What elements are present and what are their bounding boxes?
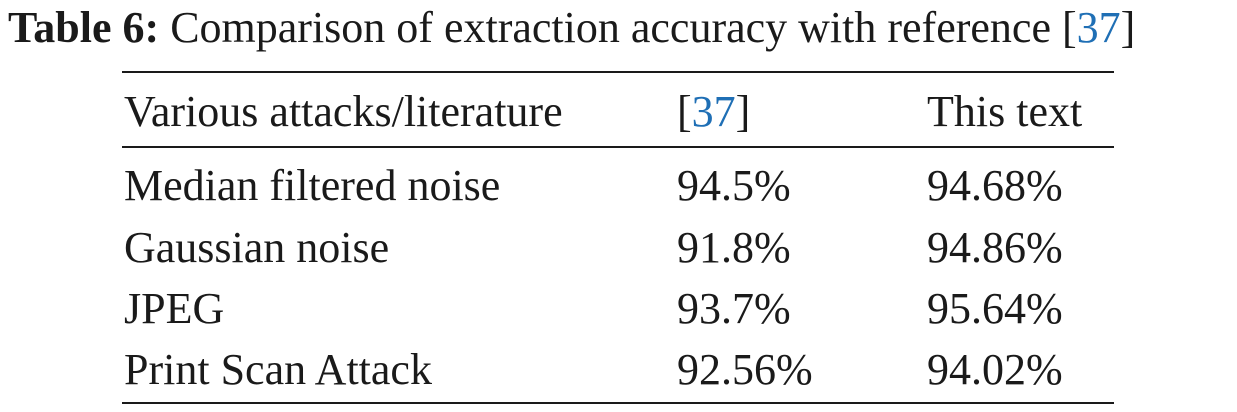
row-reference-value: 92.56% bbox=[677, 345, 813, 394]
row-attack-name: Print Scan Attack bbox=[124, 345, 432, 394]
row-this-value: 94.86% bbox=[927, 223, 1063, 272]
row-reference-value: 91.8% bbox=[677, 223, 791, 272]
table-top-rule bbox=[122, 71, 1114, 73]
header-attacks: Various attacks/literature bbox=[124, 87, 563, 136]
table-label: Table 6: bbox=[8, 3, 160, 52]
table-caption: Table 6: Comparison of extraction accura… bbox=[8, 3, 1136, 52]
caption-text: Comparison of extraction accuracy with r… bbox=[170, 3, 1062, 52]
row-reference-value: 94.5% bbox=[677, 161, 791, 210]
row-this-value: 95.64% bbox=[927, 284, 1063, 333]
table-header-rule bbox=[122, 146, 1114, 148]
row-reference-value: 93.7% bbox=[677, 284, 791, 333]
caption-citation-link[interactable]: 37 bbox=[1076, 3, 1121, 52]
row-attack-name: Median filtered noise bbox=[124, 161, 501, 210]
row-this-value: 94.02% bbox=[927, 345, 1063, 394]
row-this-value: 94.68% bbox=[927, 161, 1063, 210]
row-attack-name: JPEG bbox=[124, 284, 225, 333]
header-reference: [37] bbox=[677, 87, 751, 136]
row-attack-name: Gaussian noise bbox=[124, 223, 390, 272]
header-citation-link[interactable]: 37 bbox=[691, 87, 736, 136]
header-this-text: This text bbox=[927, 87, 1083, 136]
table-bottom-rule bbox=[122, 402, 1114, 404]
